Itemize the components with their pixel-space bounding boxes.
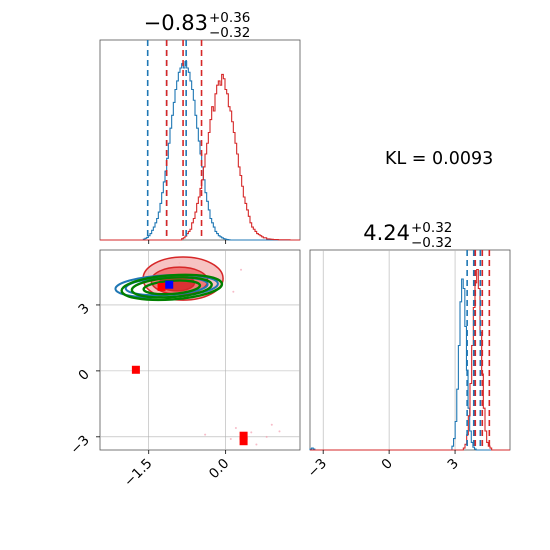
hist-param2-xtick-label-1: 0 xyxy=(379,456,396,473)
hist-param2-title: 4.24 +0.32 −0.32 xyxy=(363,220,452,251)
joint-scatter-point-6 xyxy=(270,423,273,426)
param1-title-lower: −0.32 xyxy=(209,25,250,41)
joint-scatter-point-2 xyxy=(265,435,268,438)
joint-xtick-label-1: 0.0 xyxy=(206,456,233,483)
joint-truth-marker-0 xyxy=(131,365,140,374)
hist-panel-param1: −0.83 +0.36 −0.32 xyxy=(99,10,301,244)
joint-xtick-label-0: −1.5 xyxy=(121,456,155,490)
joint-scatter-point-11 xyxy=(232,290,235,293)
hist-param1-blue-series xyxy=(100,61,300,241)
joint-scatter-point-9 xyxy=(240,268,243,271)
hist-param1-quantile-lines xyxy=(146,40,227,244)
hist-param1-title: −0.83 +0.36 −0.32 xyxy=(144,10,251,41)
param2-title-lower: −0.32 xyxy=(411,235,452,251)
hist-param2-xtick-label-0: −3 xyxy=(305,456,330,481)
joint-ytick-label-0: −3 xyxy=(67,432,92,457)
joint-truth-markers xyxy=(131,280,248,446)
joint-truth-marker-3 xyxy=(157,282,166,291)
hist-param2-gridlines xyxy=(322,250,456,450)
joint-contours xyxy=(114,256,224,302)
hist-param2-quantile-lines xyxy=(466,250,491,450)
joint-scatter-point-0 xyxy=(234,427,237,430)
joint-scatter-points xyxy=(178,262,281,446)
joint-ytick-label-1: 0 xyxy=(75,366,92,383)
joint-panel: −1.5 0.0 −3 0 3 xyxy=(67,249,301,490)
joint-ytick-label-2: 3 xyxy=(75,300,92,317)
joint-green-contour-1 xyxy=(130,276,213,299)
hist-param2-x-ticks: −3 0 3 xyxy=(305,450,462,481)
joint-y-ticks: −3 0 3 xyxy=(67,300,100,458)
joint-scatter-point-1 xyxy=(250,431,253,434)
joint-green-contour-0 xyxy=(120,273,224,302)
hist-panel-param2: −3 0 3 4.24 +0.32 −0.32 xyxy=(305,220,511,481)
joint-scatter-point-7 xyxy=(229,438,232,441)
joint-truth-marker-4 xyxy=(165,280,174,289)
joint-scatter-point-5 xyxy=(255,443,258,446)
joint-truth-marker-1 xyxy=(239,431,248,440)
joint-scatter-point-4 xyxy=(204,433,207,436)
param1-title-upper: +0.36 xyxy=(209,10,250,26)
joint-scatter-point-3 xyxy=(278,430,281,433)
joint-truth-marker-2 xyxy=(239,437,248,446)
param2-title-upper: +0.32 xyxy=(411,220,452,236)
kl-annotation: KL = 0.0093 xyxy=(385,149,493,169)
joint-x-ticks: −1.5 0.0 xyxy=(121,450,232,490)
param2-title-median: 4.24 xyxy=(363,221,410,245)
param1-title-median: −0.83 xyxy=(144,11,208,35)
hist-panel-param1-frame xyxy=(99,39,301,241)
hist-param2-xtick-label-2: 3 xyxy=(444,456,461,473)
